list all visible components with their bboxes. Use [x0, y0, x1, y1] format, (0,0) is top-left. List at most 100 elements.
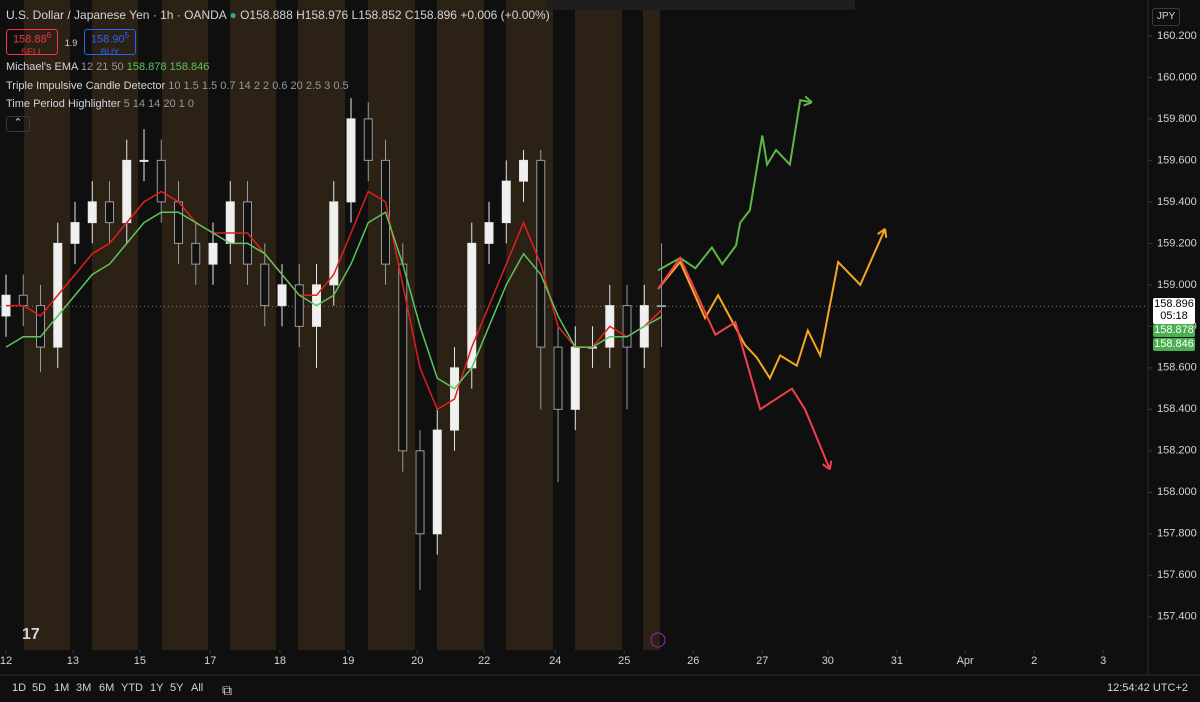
y-tick-label: 157.800	[1157, 528, 1197, 540]
ohlc: C158.896	[404, 8, 457, 22]
session-band	[643, 0, 660, 650]
last-price-label: 158.896 05:18	[1153, 298, 1195, 324]
range-button[interactable]: 6M	[99, 682, 115, 694]
indicator[interactable]: Michael's EMA 12 21 50 158.878 158.846	[6, 61, 209, 73]
clock: 12:54:42 UTC+2	[1106, 682, 1188, 694]
logo: 17	[22, 626, 40, 643]
event-icon[interactable]	[650, 632, 666, 648]
x-tick-label: 18	[274, 655, 286, 667]
candle-body	[156, 159, 166, 203]
ema-line	[5, 211, 662, 390]
date-range-icon[interactable]: ⧉	[222, 682, 232, 698]
ohlc: H158.976	[296, 8, 349, 22]
candle-body	[70, 222, 80, 244]
candle-body	[277, 284, 287, 307]
x-tick-label: 17	[204, 655, 216, 667]
x-tick-label: 27	[756, 655, 768, 667]
x-tick-label: 30	[822, 655, 834, 667]
arrow-head	[828, 460, 833, 470]
y-tick-label: 160.200	[1157, 30, 1197, 42]
candle-body	[484, 222, 494, 244]
candle-body	[105, 201, 115, 224]
arrow-head	[884, 228, 888, 238]
change: +0.006 (+0.00%)	[460, 8, 550, 22]
candle-body	[553, 346, 563, 410]
ema-label: 158.878	[1153, 324, 1195, 337]
arrow-head	[822, 463, 831, 471]
range-button[interactable]: YTD	[121, 682, 143, 694]
spread: 1.9	[64, 38, 78, 48]
candle-body	[570, 346, 580, 410]
pipette: 5	[124, 31, 130, 40]
drawing-toolbar[interactable]	[545, 0, 855, 10]
pipette: 6	[46, 31, 52, 40]
x-tick-label: 31	[891, 655, 903, 667]
x-tick-label: 3	[1100, 655, 1106, 667]
candle-body	[208, 242, 218, 265]
candle-body	[139, 159, 149, 162]
symbol[interactable]: U.S. Dollar / Japanese Yen · 1h · OANDA	[6, 8, 227, 22]
session-band	[230, 0, 276, 650]
x-tick-label: 19	[342, 655, 354, 667]
x-tick-label: 20	[411, 655, 423, 667]
indicator-value: 158.846	[169, 61, 210, 73]
y-tick-label: 158.000	[1157, 486, 1197, 498]
y-tick-label: 158.400	[1157, 403, 1197, 415]
range-button[interactable]: 1D	[12, 682, 27, 694]
buy-label: BUY	[100, 46, 120, 57]
indicator-name: Michael's EMA	[6, 61, 78, 73]
ema-label: 158.846	[1153, 338, 1195, 351]
y-tick-label: 159.800	[1157, 113, 1197, 125]
candle-body	[36, 305, 46, 348]
x-tick-label: 12	[0, 655, 12, 667]
y-tick-label: 159.600	[1157, 154, 1197, 166]
candle-body	[415, 450, 425, 535]
session-band	[437, 0, 484, 650]
range-button[interactable]: 1M	[54, 682, 70, 694]
range-button[interactable]: 3M	[76, 682, 92, 694]
last-price: 158.896	[1154, 298, 1194, 310]
indicator-name: Time Period Highlighter	[6, 98, 121, 110]
indicator[interactable]: Time Period Highlighter 5 14 14 20 1 0	[6, 98, 194, 110]
candle-body	[363, 118, 373, 161]
candle-body	[536, 159, 546, 348]
candle-body	[225, 201, 235, 244]
buy-button[interactable]: 158.905 BUY	[84, 29, 136, 57]
session-band	[24, 0, 70, 650]
x-tick-label: 25	[618, 655, 630, 667]
range-button[interactable]: All	[191, 682, 204, 694]
range-button[interactable]: 1Y	[150, 682, 164, 694]
candle-body	[294, 284, 304, 327]
currency[interactable]: JPY	[1152, 8, 1180, 26]
candle-body	[260, 263, 270, 307]
candle-body	[519, 159, 529, 182]
candle-body	[18, 294, 28, 307]
y-tick-label: 157.400	[1157, 611, 1197, 623]
candle-body	[432, 429, 442, 535]
candle-body	[622, 305, 632, 348]
sell-label: SELL	[20, 46, 44, 57]
projection-line	[657, 255, 831, 470]
candle-body	[398, 263, 408, 452]
candle-body	[87, 201, 97, 224]
session-band	[368, 0, 415, 650]
session-band	[575, 0, 622, 650]
collapse-button[interactable]: ⌃	[6, 116, 30, 132]
candle-body	[657, 305, 667, 308]
symbol-header: U.S. Dollar / Japanese Yen · 1h · OANDA …	[6, 8, 550, 22]
candle-body	[191, 242, 201, 265]
session-band	[162, 0, 208, 650]
sell-button[interactable]: 158.886 SELL	[6, 29, 58, 57]
y-tick-label: 158.600	[1157, 362, 1197, 374]
y-tick-label: 157.600	[1157, 569, 1197, 581]
indicator-name: Triple Impulsive Candle Detector	[6, 80, 166, 92]
candle-body	[122, 159, 132, 224]
indicator[interactable]: Triple Impulsive Candle Detector 10 1.5 …	[6, 80, 349, 92]
range-button[interactable]: 5Y	[170, 682, 184, 694]
candle-body	[501, 180, 511, 224]
x-tick-label: 2	[1031, 655, 1037, 667]
range-button[interactable]: 5D	[32, 682, 47, 694]
indicator-params: 10 1.5 1.5 0.7 14 2 2 0.6 20 2.5 3 0.5	[168, 80, 349, 92]
